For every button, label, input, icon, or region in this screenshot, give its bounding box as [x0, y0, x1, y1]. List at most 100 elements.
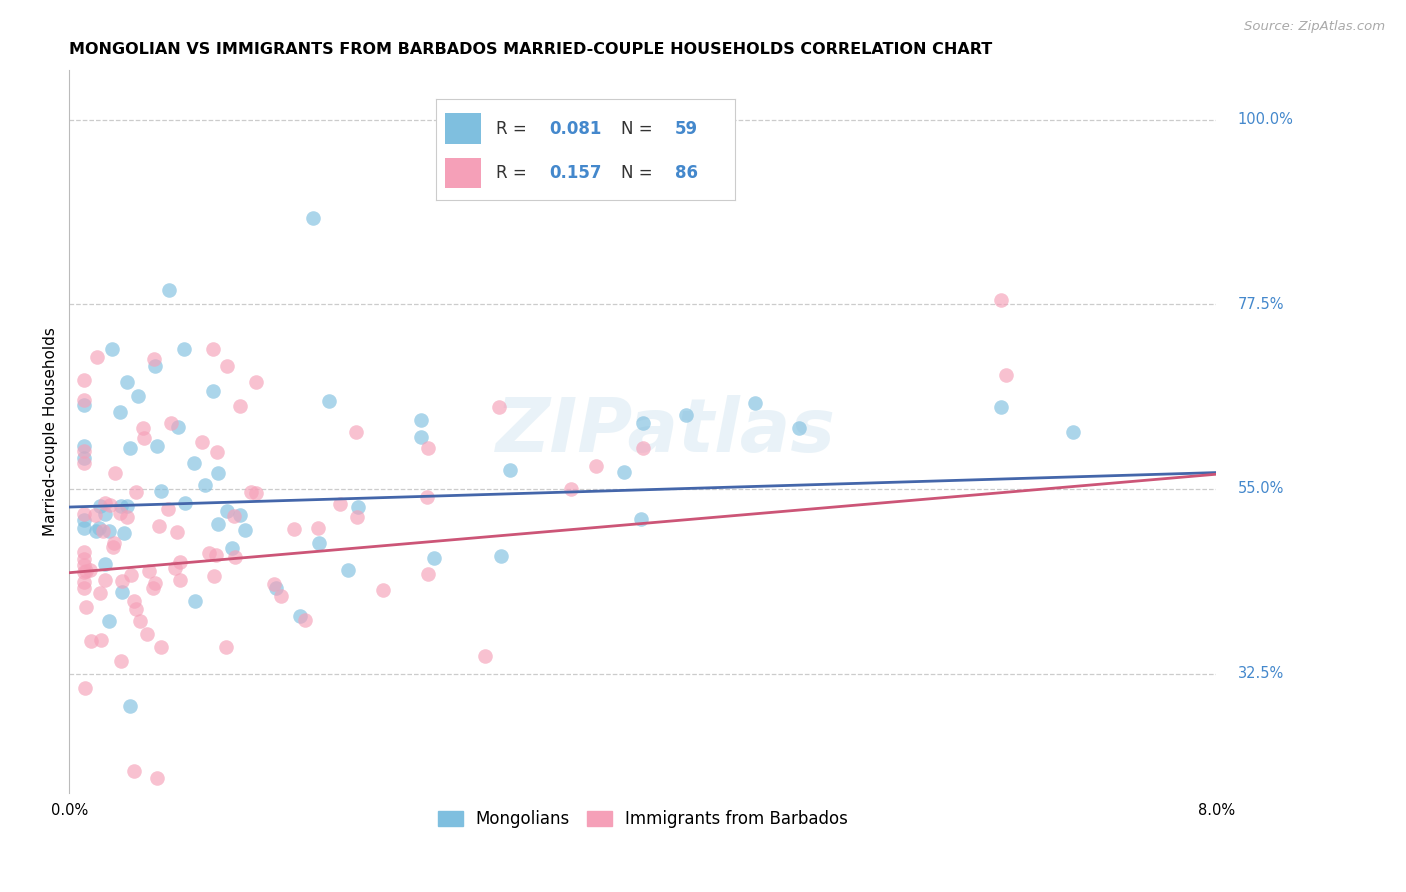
Point: [72, 513, 94, 527]
Text: 55.0%: 55.0%: [1237, 482, 1284, 497]
Point: [329, 496, 352, 510]
Text: 100.0%: 100.0%: [1237, 112, 1294, 128]
Legend: Mongolians, Immigrants from Barbados: Mongolians, Immigrants from Barbados: [430, 804, 855, 835]
Point: [207, 517, 229, 532]
Point: [72, 392, 94, 407]
Point: [94, 573, 117, 587]
Point: [150, 640, 173, 655]
Point: [104, 466, 127, 480]
Point: [80, 633, 103, 648]
Point: [416, 566, 439, 581]
Point: [118, 698, 141, 713]
Point: [270, 589, 292, 603]
Point: [224, 508, 246, 523]
Point: [585, 459, 607, 474]
Point: [72, 444, 94, 458]
Point: [103, 536, 125, 550]
Point: [89, 500, 111, 514]
Point: [787, 420, 810, 434]
Point: [84, 524, 107, 538]
Point: [166, 524, 188, 539]
Text: 77.5%: 77.5%: [1237, 297, 1284, 312]
Point: [283, 523, 305, 537]
Point: [72, 439, 94, 453]
Point: [416, 441, 439, 455]
Point: [132, 431, 155, 445]
Point: [118, 441, 141, 455]
Point: [75, 600, 97, 615]
Point: [631, 417, 654, 431]
Point: [115, 376, 138, 390]
Point: [675, 408, 697, 422]
Point: [307, 521, 329, 535]
Point: [229, 400, 252, 414]
Point: [72, 558, 94, 572]
Point: [263, 577, 285, 591]
Point: [84, 508, 107, 522]
Point: [169, 556, 191, 570]
Point: [157, 502, 180, 516]
Point: [318, 394, 340, 409]
Point: [308, 536, 330, 550]
Point: [294, 613, 316, 627]
Point: [94, 507, 117, 521]
Point: [215, 359, 238, 373]
Point: [167, 420, 190, 434]
Point: [110, 654, 132, 668]
Point: [229, 508, 252, 522]
Point: [115, 509, 138, 524]
Point: [125, 601, 148, 615]
Point: [79, 563, 101, 577]
Point: [233, 523, 256, 537]
Point: [98, 524, 121, 538]
Point: [120, 567, 142, 582]
Point: [94, 557, 117, 571]
Point: [115, 499, 138, 513]
Point: [183, 456, 205, 470]
Point: [371, 583, 394, 598]
Point: [146, 439, 169, 453]
Point: [205, 445, 228, 459]
Point: [489, 549, 512, 564]
Point: [127, 389, 149, 403]
Point: [142, 581, 165, 595]
Point: [87, 521, 110, 535]
Point: [990, 400, 1012, 414]
Point: [101, 342, 124, 356]
Point: [103, 540, 125, 554]
Point: [72, 574, 94, 589]
Point: [245, 486, 267, 500]
Point: [990, 293, 1012, 308]
Point: [488, 400, 510, 414]
Point: [207, 467, 229, 481]
Y-axis label: Married-couple Households: Married-couple Households: [44, 327, 58, 536]
Point: [75, 681, 97, 695]
Point: [288, 609, 311, 624]
Point: [148, 519, 170, 533]
Point: [129, 615, 152, 629]
Point: [145, 576, 167, 591]
Point: [201, 384, 224, 398]
Point: [215, 503, 238, 517]
Point: [73, 508, 96, 522]
Point: [630, 511, 652, 525]
Point: [138, 564, 160, 578]
Point: [100, 499, 122, 513]
Point: [122, 594, 145, 608]
Text: 8.0%: 8.0%: [1198, 803, 1234, 817]
Point: [73, 398, 96, 412]
Point: [173, 343, 195, 357]
Point: [215, 640, 238, 654]
Point: [198, 546, 221, 560]
Point: [184, 593, 207, 607]
Point: [423, 551, 446, 566]
Point: [72, 545, 94, 559]
Point: [157, 283, 180, 297]
Point: [560, 482, 582, 496]
Point: [613, 465, 636, 479]
Point: [499, 463, 522, 477]
Point: [72, 581, 94, 595]
Point: [474, 649, 496, 664]
Point: [346, 510, 368, 524]
Point: [204, 548, 226, 562]
